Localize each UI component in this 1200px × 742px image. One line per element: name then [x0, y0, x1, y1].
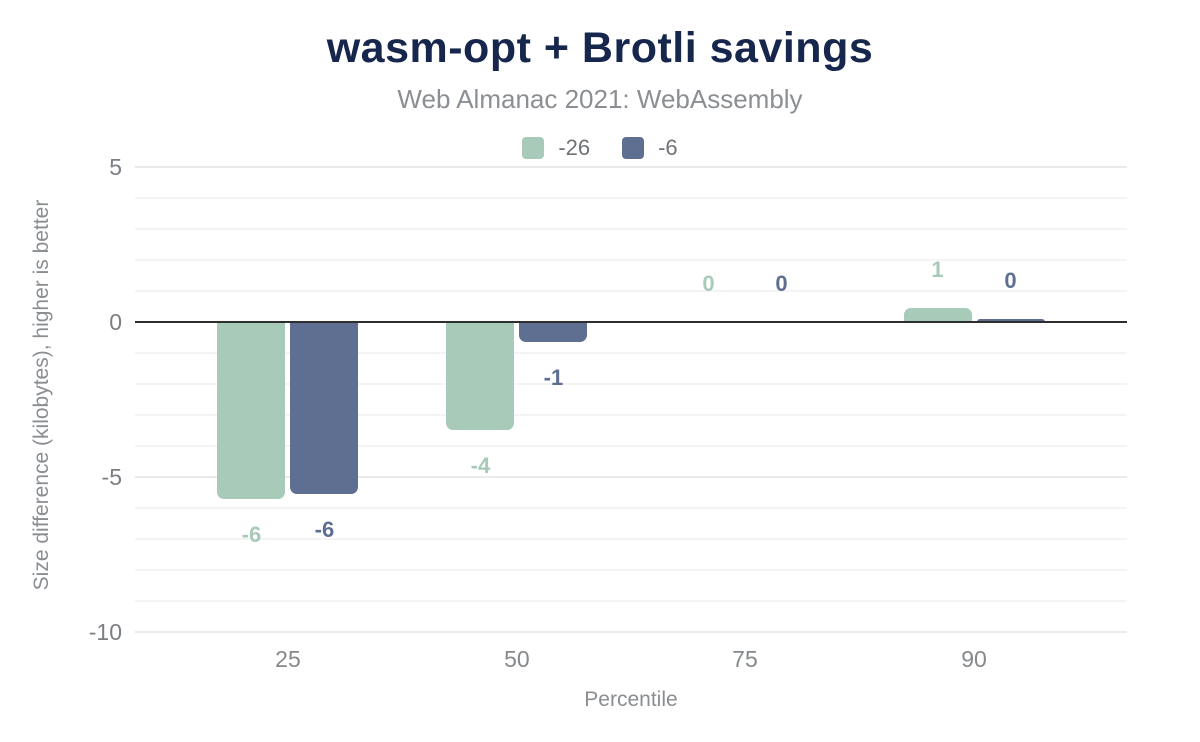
legend-item-1: -6 — [622, 135, 678, 161]
gridline — [135, 352, 1127, 354]
chart-title: wasm-opt + Brotli savings — [326, 24, 874, 72]
bar--26-p25[interactable] — [217, 322, 286, 499]
x-tick-label: 90 — [961, 646, 987, 672]
legend-swatch — [522, 137, 545, 159]
x-tick-label: 50 — [504, 646, 530, 672]
legend-label: -6 — [658, 135, 678, 160]
bar-value-label: -4 — [470, 453, 491, 479]
y-tick-label: -10 — [88, 618, 122, 645]
gridline — [135, 537, 1127, 540]
gridline — [135, 475, 1127, 478]
legend-item-0: -26 — [522, 135, 590, 161]
bar--26-p90[interactable] — [903, 308, 972, 322]
bar--6-p25[interactable] — [290, 322, 359, 494]
x-tick-label: 25 — [275, 646, 301, 672]
gridline — [135, 228, 1127, 231]
gridline — [135, 413, 1127, 416]
gridline — [135, 599, 1127, 602]
legend-swatch — [622, 137, 645, 159]
gridline — [135, 506, 1127, 509]
bar-value-label: 0 — [1004, 267, 1017, 293]
gridline — [135, 444, 1127, 447]
x-tick-label: 75 — [732, 646, 758, 672]
legend: -26 -6 — [0, 135, 1200, 161]
y-tick-label: 5 — [109, 154, 122, 181]
zero-baseline — [135, 321, 1127, 323]
legend-label: -26 — [558, 135, 591, 160]
chart-subtitle: Web Almanac 2021: WebAssembly — [397, 84, 803, 114]
gridline — [135, 259, 1127, 262]
bar-value-label: -6 — [241, 521, 262, 547]
y-tick-label: -5 — [101, 463, 122, 490]
bar--26-p50[interactable] — [446, 322, 515, 431]
y-axis-title: Size difference (kilobytes), higher is b… — [30, 199, 53, 591]
bar-value-label: -1 — [543, 365, 564, 391]
gridline — [135, 382, 1127, 385]
bar--6-p50[interactable] — [519, 322, 588, 343]
bar-value-label: 1 — [931, 257, 944, 283]
bar-value-label: 0 — [702, 271, 715, 296]
x-axis-title: Percentile — [584, 688, 678, 711]
bar-value-label: 0 — [775, 271, 788, 296]
gridline — [135, 630, 1127, 633]
y-tick-label: 0 — [109, 309, 122, 335]
gridline — [135, 568, 1127, 571]
gridline — [135, 290, 1127, 293]
bar-value-label: -6 — [314, 517, 335, 543]
gridline — [135, 166, 1127, 169]
bar--6-p90[interactable] — [976, 318, 1045, 322]
gridline — [135, 197, 1127, 200]
